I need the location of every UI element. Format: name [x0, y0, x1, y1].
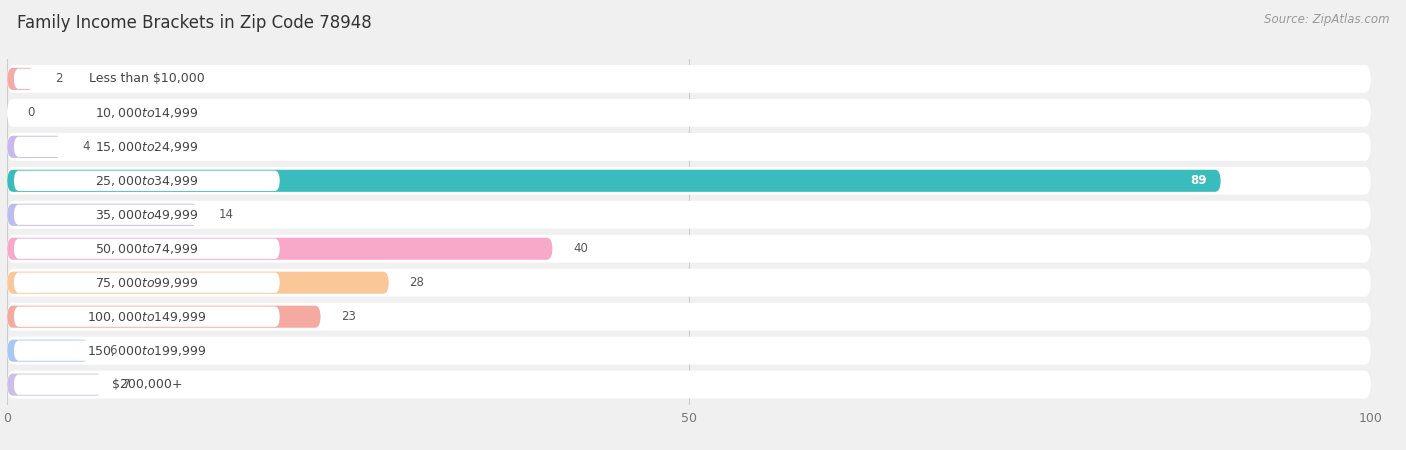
Text: $100,000 to $149,999: $100,000 to $149,999 — [87, 310, 207, 324]
Text: 28: 28 — [409, 276, 425, 289]
Text: 2: 2 — [55, 72, 62, 86]
FancyBboxPatch shape — [7, 371, 1371, 399]
FancyBboxPatch shape — [14, 273, 280, 293]
Text: $35,000 to $49,999: $35,000 to $49,999 — [96, 208, 198, 222]
FancyBboxPatch shape — [7, 170, 1220, 192]
Text: $50,000 to $74,999: $50,000 to $74,999 — [96, 242, 198, 256]
FancyBboxPatch shape — [14, 341, 280, 361]
FancyBboxPatch shape — [7, 303, 1371, 331]
FancyBboxPatch shape — [7, 136, 62, 158]
FancyBboxPatch shape — [7, 235, 1371, 263]
FancyBboxPatch shape — [7, 167, 1371, 195]
Text: 7: 7 — [122, 378, 131, 391]
FancyBboxPatch shape — [7, 340, 89, 362]
Text: $15,000 to $24,999: $15,000 to $24,999 — [96, 140, 198, 154]
Text: 40: 40 — [574, 242, 588, 255]
FancyBboxPatch shape — [14, 238, 280, 259]
Text: Family Income Brackets in Zip Code 78948: Family Income Brackets in Zip Code 78948 — [17, 14, 371, 32]
Text: $10,000 to $14,999: $10,000 to $14,999 — [96, 106, 198, 120]
FancyBboxPatch shape — [7, 99, 1371, 127]
FancyBboxPatch shape — [7, 133, 1371, 161]
FancyBboxPatch shape — [14, 306, 280, 327]
Text: Less than $10,000: Less than $10,000 — [89, 72, 205, 86]
FancyBboxPatch shape — [14, 205, 280, 225]
FancyBboxPatch shape — [7, 65, 1371, 93]
Text: $150,000 to $199,999: $150,000 to $199,999 — [87, 344, 207, 358]
Text: 4: 4 — [82, 140, 90, 153]
Text: $25,000 to $34,999: $25,000 to $34,999 — [96, 174, 198, 188]
Text: 6: 6 — [110, 344, 117, 357]
FancyBboxPatch shape — [7, 306, 321, 328]
FancyBboxPatch shape — [14, 103, 280, 123]
FancyBboxPatch shape — [7, 337, 1371, 365]
Text: 23: 23 — [342, 310, 356, 323]
FancyBboxPatch shape — [7, 269, 1371, 297]
FancyBboxPatch shape — [7, 201, 1371, 229]
FancyBboxPatch shape — [7, 204, 198, 226]
Text: 89: 89 — [1191, 174, 1208, 187]
FancyBboxPatch shape — [7, 68, 34, 90]
Text: $75,000 to $99,999: $75,000 to $99,999 — [96, 276, 198, 290]
Text: 14: 14 — [218, 208, 233, 221]
Text: 0: 0 — [28, 106, 35, 119]
FancyBboxPatch shape — [14, 69, 280, 89]
Text: $200,000+: $200,000+ — [111, 378, 181, 391]
FancyBboxPatch shape — [7, 272, 389, 294]
FancyBboxPatch shape — [7, 374, 103, 396]
FancyBboxPatch shape — [7, 238, 553, 260]
Text: Source: ZipAtlas.com: Source: ZipAtlas.com — [1264, 14, 1389, 27]
FancyBboxPatch shape — [14, 171, 280, 191]
FancyBboxPatch shape — [14, 137, 280, 157]
FancyBboxPatch shape — [14, 374, 280, 395]
